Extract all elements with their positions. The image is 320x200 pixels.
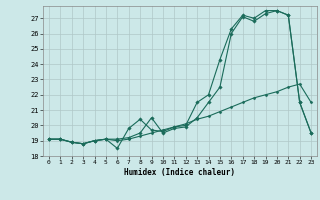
X-axis label: Humidex (Indice chaleur): Humidex (Indice chaleur) [124,168,236,177]
